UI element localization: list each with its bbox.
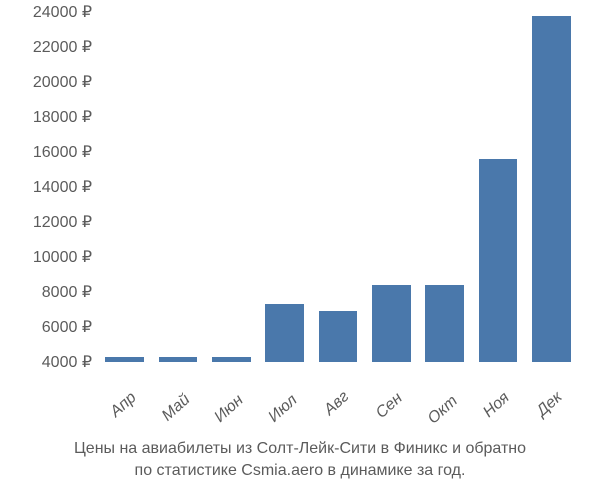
plot-area <box>98 12 578 362</box>
y-tick-label: 18000 ₽ <box>33 107 92 127</box>
y-tick-label: 12000 ₽ <box>33 212 92 232</box>
x-tick-label: Апр <box>107 389 140 421</box>
bars-layer <box>98 12 578 362</box>
x-tick-label: Дек <box>534 389 567 421</box>
bar <box>265 304 303 362</box>
x-tick-label: Окт <box>424 392 461 428</box>
x-tick-label: Ноя <box>480 389 513 422</box>
bar <box>479 159 517 362</box>
bar <box>372 285 410 362</box>
bar <box>532 16 570 363</box>
x-tick-label: Июл <box>265 392 301 427</box>
y-tick-label: 20000 ₽ <box>33 72 92 92</box>
bar <box>105 357 143 362</box>
y-tick-label: 14000 ₽ <box>33 177 92 197</box>
y-tick-label: 22000 ₽ <box>33 37 92 57</box>
bar <box>319 311 357 362</box>
price-bar-chart: 4000 ₽ 6000 ₽ 8000 ₽ 10000 ₽ 12000 ₽ 14000 ₽ 1… <box>0 0 600 500</box>
x-tick-label: Сен <box>373 390 407 423</box>
bar <box>425 285 463 362</box>
bar <box>159 357 197 362</box>
caption-line-1: Цены на авиабилеты из Солт-Лейк-Сити в Ф… <box>74 440 526 457</box>
y-tick-label: 8000 ₽ <box>42 282 92 302</box>
y-tick-label: 16000 ₽ <box>33 142 92 162</box>
chart-caption: Цены на авиабилеты из Солт-Лейк-Сити в Ф… <box>0 438 600 481</box>
bar <box>212 357 250 362</box>
y-tick-label: 4000 ₽ <box>42 352 92 372</box>
x-tick-label: Авг <box>321 388 353 419</box>
y-tick-label: 24000 ₽ <box>33 2 92 22</box>
caption-line-2: по статистике Csmia.aero в динамике за г… <box>135 462 466 479</box>
x-tick-label: Май <box>159 391 194 425</box>
x-axis: Апр Май Июн Июл Авг Сен Окт Ноя Дек <box>98 370 578 440</box>
y-tick-label: 6000 ₽ <box>42 317 92 337</box>
y-tick-label: 10000 ₽ <box>33 247 92 267</box>
y-axis: 4000 ₽6000 ₽8000 ₽10000 ₽12000 ₽14000 ₽1… <box>0 12 92 362</box>
x-tick-label: Июн <box>212 392 248 427</box>
